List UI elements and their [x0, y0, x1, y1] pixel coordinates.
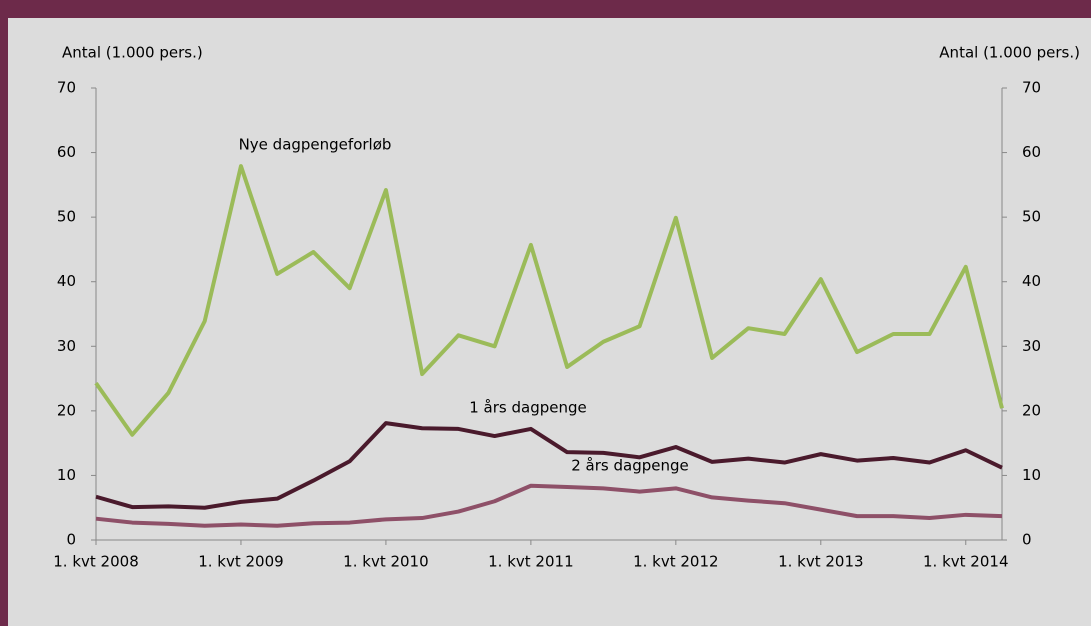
y2-tick-label: 30 [1022, 337, 1041, 355]
y2-tick-label: 60 [1022, 143, 1041, 161]
y-tick-label: 10 [57, 466, 76, 484]
y-tick-label: 60 [57, 143, 76, 161]
y2-tick-label: 0 [1022, 531, 1032, 549]
y2-tick-label: 50 [1022, 208, 1041, 226]
y-tick-label: 40 [57, 272, 76, 290]
x-tick-label: 1. kvt 2010 [343, 553, 428, 571]
y2-tick-label: 70 [1022, 79, 1041, 97]
x-tick-label: 1. kvt 2012 [633, 553, 718, 571]
series-line [95, 421, 1003, 510]
series-line [95, 483, 1003, 528]
y-tick-label: 20 [57, 401, 76, 419]
y2-tick-label: 20 [1022, 401, 1041, 419]
series-label: Nye dagpengeforløb [239, 136, 392, 154]
left-border [0, 0, 8, 626]
y-tick-label: 30 [57, 337, 76, 355]
x-tick-label: 1. kvt 2014 [923, 553, 1008, 571]
y2-tick-label: 40 [1022, 272, 1041, 290]
y-tick-label: 70 [57, 79, 76, 97]
series-label: 2 års dagpenge [571, 457, 689, 475]
y2-axis-label: Antal (1.000 pers.) [939, 44, 1080, 62]
y-tick-label: 0 [66, 531, 76, 549]
y-tick-label: 50 [57, 208, 76, 226]
x-tick-label: 1. kvt 2008 [53, 553, 138, 571]
y2-tick-label: 10 [1022, 466, 1041, 484]
x-tick-label: 1. kvt 2009 [198, 553, 283, 571]
x-tick-label: 1. kvt 2013 [778, 553, 863, 571]
series-label: 1 års dagpenge [469, 399, 587, 417]
series-line [94, 164, 1004, 437]
y-axis-label: Antal (1.000 pers.) [62, 44, 203, 62]
top-bar [0, 0, 1091, 18]
x-tick-label: 1. kvt 2011 [488, 553, 573, 571]
